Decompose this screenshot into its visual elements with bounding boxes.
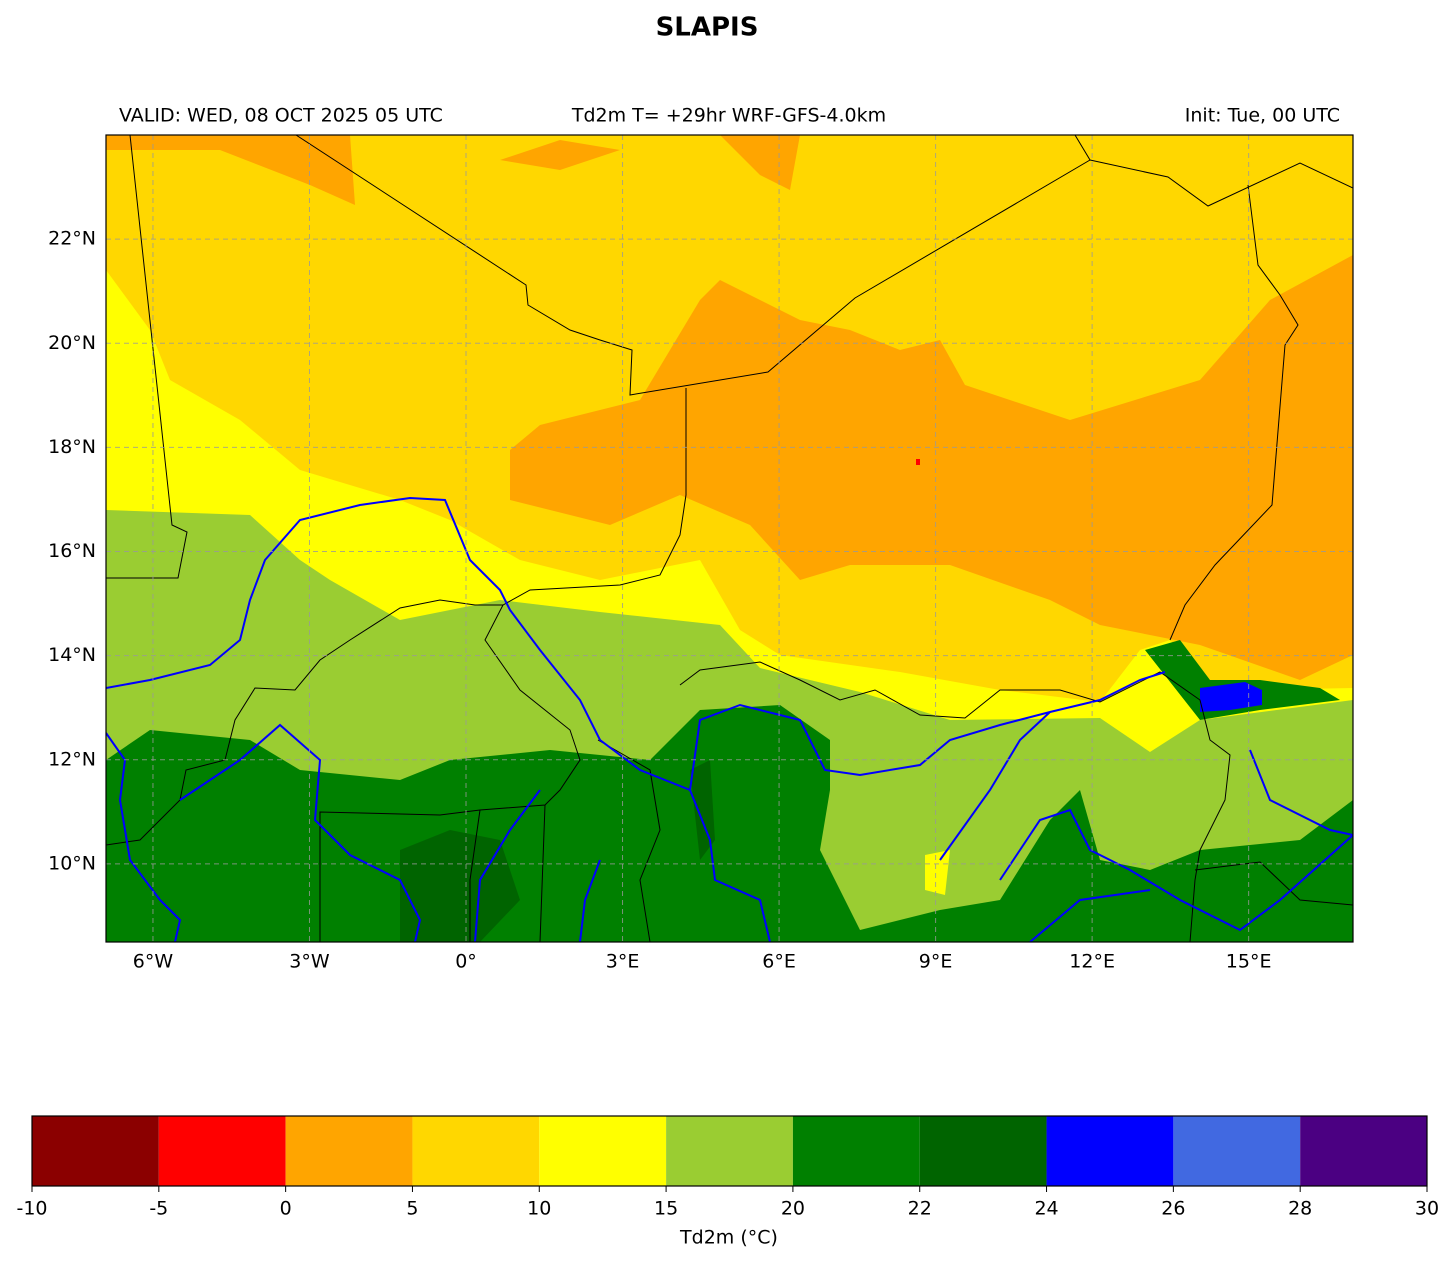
field-fill	[510, 255, 1353, 680]
colorbar-segment	[32, 1116, 159, 1186]
colorbar-segment	[1300, 1116, 1427, 1186]
colorbar-tick-label: -10	[16, 1198, 47, 1220]
x-tick-label: 6°E	[762, 951, 796, 973]
colorbar-segment	[1046, 1116, 1174, 1186]
field-fill	[106, 135, 800, 205]
y-tick-label: 12°N	[48, 748, 96, 770]
colorbar-segment	[412, 1116, 540, 1186]
colorbar-tick-label: 5	[406, 1198, 418, 1220]
colorbar-tick-label: -5	[149, 1198, 168, 1220]
y-tick-label: 14°N	[48, 644, 96, 666]
field-fill	[916, 459, 920, 465]
colorbar-segment	[158, 1116, 286, 1186]
axes: 6°W 3°W 0° 3°E 6°E 9°E 12°E 15°E 10°N 12°N 14°N 16°…	[48, 135, 1353, 973]
field-fill	[925, 850, 950, 895]
title: SLAPIS	[656, 13, 759, 43]
valid-time: VALID: WED, 08 OCT 2025 05 UTC	[119, 105, 443, 127]
colorbar-tick-label: 0	[280, 1198, 292, 1220]
x-tick-label: 3°E	[606, 951, 640, 973]
colorbar-frame	[31, 1115, 1428, 1187]
colorbar: -10 -5 0 5 10 15 20 22 24 26 28 30	[16, 1116, 1439, 1220]
colorbar-segment	[792, 1116, 920, 1186]
colorbar-segment	[666, 1116, 793, 1186]
map-frame	[105, 134, 1354, 943]
y-tick-label: 20°N	[48, 332, 96, 354]
colorbar-segment	[285, 1116, 413, 1186]
colorbar-segment	[919, 1116, 1047, 1186]
y-tick-label: 22°N	[48, 228, 96, 250]
x-tick-label: 0°	[455, 951, 477, 973]
colorbar-tick-label: 30	[1415, 1198, 1439, 1220]
river	[106, 496, 1353, 942]
x-tick-label: 15°E	[1226, 951, 1272, 973]
y-tick-label: 18°N	[48, 436, 96, 458]
field-info: Td2m T= +29hr WRF-GFS-4.0km	[571, 105, 886, 127]
country-border	[106, 135, 1353, 942]
colorbar-tick-label: 26	[1161, 1198, 1185, 1220]
colorbar-tick-label: 24	[1034, 1198, 1058, 1220]
x-tick-label: 6°W	[133, 951, 174, 973]
x-tick-label: 3°W	[289, 951, 330, 973]
colorbar-segment	[1173, 1116, 1301, 1186]
colorbar-label: Td2m (°C)	[679, 1227, 778, 1249]
field-fill	[1200, 682, 1262, 712]
colorbar-tick-label: 10	[527, 1198, 551, 1220]
colorbar-tick-label: 15	[654, 1198, 678, 1220]
x-tick-label: 12°E	[1069, 951, 1115, 973]
map	[106, 135, 1353, 942]
colorbar-tick-label: 22	[908, 1198, 932, 1220]
colorbar-tick-label: 28	[1288, 1198, 1312, 1220]
y-tick-label: 10°N	[48, 852, 96, 874]
colorbar-segment	[539, 1116, 667, 1186]
colorbar-tick-label: 20	[781, 1198, 805, 1220]
y-tick-label: 16°N	[48, 540, 96, 562]
x-tick-label: 9°E	[919, 951, 953, 973]
init-time: Init: Tue, 00 UTC	[1185, 105, 1340, 127]
